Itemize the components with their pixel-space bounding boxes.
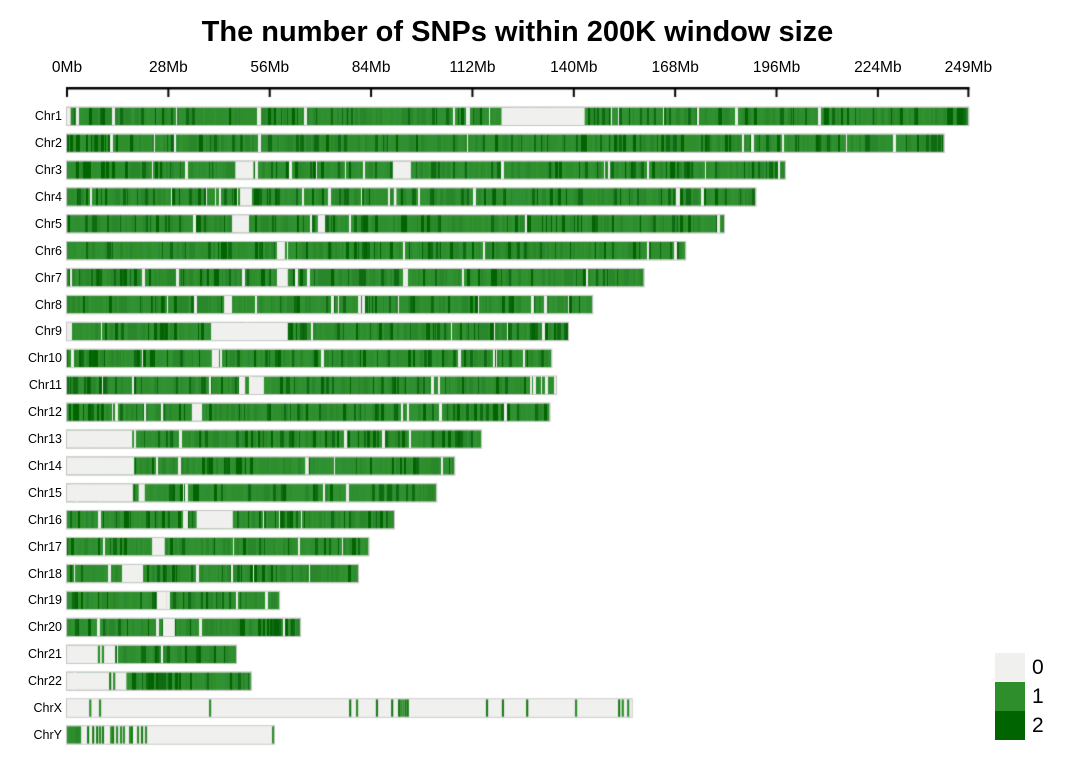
legend-label: 0 <box>1032 656 1044 679</box>
legend-entry: 0 <box>995 653 1044 682</box>
chromosome-label: Chr6 <box>34 243 62 258</box>
x-axis-tick-label: 84Mb <box>351 59 391 76</box>
x-axis-tick-label: 196Mb <box>752 59 801 76</box>
x-axis-tick-label: 249Mb <box>944 59 993 76</box>
chromosome-label: ChrY <box>33 727 62 742</box>
x-axis-tick-label: 224Mb <box>854 59 902 76</box>
legend-swatch <box>995 653 1025 682</box>
legend-swatch <box>995 682 1025 711</box>
chromosome-label: ChrX <box>33 701 62 716</box>
chromosome-label: Chr2 <box>34 136 62 151</box>
chromosome-label: Chr14 <box>27 458 62 473</box>
chromosome-label: Chr15 <box>27 485 62 500</box>
chromosome-label: Chr7 <box>34 270 62 285</box>
chromosome-label: Chr5 <box>34 216 62 231</box>
chromosome-label: Chr22 <box>27 674 62 689</box>
x-axis-tick-label: 112Mb <box>449 59 496 76</box>
chromosome-label: Chr16 <box>27 512 62 527</box>
chromosome-label: Chr12 <box>27 405 62 420</box>
x-axis-tick-label: 0Mb <box>51 59 83 76</box>
legend-label: 2 <box>1032 714 1044 737</box>
chromosome-label: Chr21 <box>27 647 62 662</box>
chromosome-label: Chr18 <box>27 566 62 581</box>
chromosome-label: Chr19 <box>27 593 62 608</box>
legend-entry: 1 <box>995 682 1044 711</box>
legend-label: 1 <box>1032 685 1044 708</box>
chromosome-label: Chr4 <box>34 189 62 204</box>
chromosome-label: Chr3 <box>34 163 62 178</box>
chromosome-label: Chr1 <box>34 109 62 124</box>
chromosome-label: Chr13 <box>27 432 62 447</box>
legend-swatch <box>995 711 1025 740</box>
x-axis-tick-label: 140Mb <box>550 59 598 76</box>
chromosome-label: Chr20 <box>27 620 62 635</box>
chromosome-label: Chr17 <box>27 539 62 554</box>
chromosome-label: Chr8 <box>34 297 62 312</box>
legend: 0 1 2 <box>995 653 1044 740</box>
x-axis-tick-label: 168Mb <box>651 59 699 76</box>
chromosome-label: Chr10 <box>27 351 62 366</box>
x-axis-tick-label: 56Mb <box>250 59 290 76</box>
legend-entry: 2 <box>995 711 1044 740</box>
chromosome-label: Chr9 <box>34 324 62 339</box>
x-axis-tick-label: 28Mb <box>148 59 188 76</box>
chromosome-label: Chr11 <box>28 378 62 393</box>
